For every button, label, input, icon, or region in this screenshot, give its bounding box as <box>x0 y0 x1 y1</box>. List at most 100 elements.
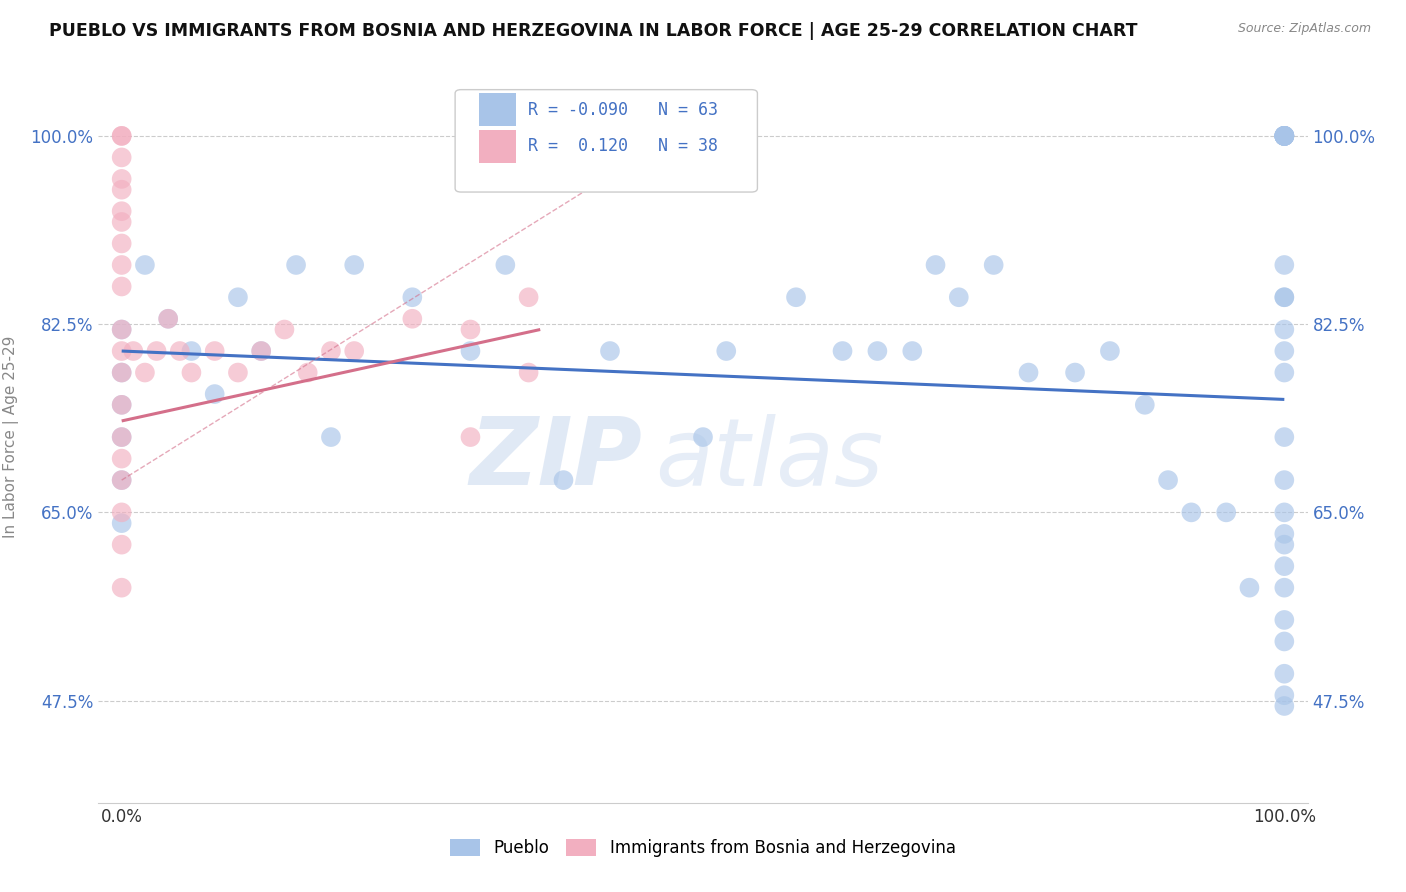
Point <box>111 344 134 359</box>
Point <box>924 258 946 272</box>
Point <box>494 258 516 272</box>
Point <box>1272 290 1295 304</box>
Point <box>145 344 167 359</box>
Point <box>1272 430 1295 444</box>
Point <box>1133 398 1156 412</box>
Point <box>111 279 134 293</box>
Point <box>1272 128 1295 143</box>
Text: R =  0.120   N = 38: R = 0.120 N = 38 <box>527 137 717 155</box>
Point <box>1272 258 1295 272</box>
Point <box>157 311 180 326</box>
Point <box>297 366 319 380</box>
Point <box>169 344 191 359</box>
Point <box>111 322 134 336</box>
Point <box>1272 538 1295 552</box>
Point <box>204 387 226 401</box>
Point <box>111 505 134 519</box>
Point <box>1272 634 1295 648</box>
Point <box>180 344 202 359</box>
Point <box>1272 527 1295 541</box>
Point <box>1272 698 1295 713</box>
Point <box>111 322 134 336</box>
Point <box>111 430 134 444</box>
Point <box>1272 688 1295 702</box>
Y-axis label: In Labor Force | Age 25-29: In Labor Force | Age 25-29 <box>3 336 20 538</box>
Text: Source: ZipAtlas.com: Source: ZipAtlas.com <box>1237 22 1371 36</box>
Point <box>111 172 134 186</box>
Point <box>111 128 134 143</box>
Point <box>1272 613 1295 627</box>
Point <box>1272 322 1295 336</box>
Point <box>831 344 853 359</box>
Point <box>1180 505 1202 519</box>
Point <box>111 128 134 143</box>
Point <box>1272 366 1295 380</box>
Point <box>1018 366 1040 380</box>
Point <box>111 473 134 487</box>
Point <box>1272 128 1295 143</box>
Point <box>111 581 134 595</box>
Point <box>1272 128 1295 143</box>
Point <box>1272 559 1295 574</box>
Point <box>517 366 540 380</box>
FancyBboxPatch shape <box>479 130 516 163</box>
Point <box>1239 581 1261 595</box>
Text: R = -0.090   N = 63: R = -0.090 N = 63 <box>527 101 717 119</box>
Point <box>111 473 134 487</box>
Point <box>111 366 134 380</box>
Point <box>111 398 134 412</box>
Point <box>111 150 134 164</box>
Point <box>226 290 249 304</box>
Point <box>1272 344 1295 359</box>
Point <box>319 344 342 359</box>
Point <box>111 430 134 444</box>
Point <box>460 344 482 359</box>
Point <box>901 344 924 359</box>
Point <box>460 430 482 444</box>
Point <box>1064 366 1087 380</box>
Point <box>122 344 145 359</box>
Legend: Pueblo, Immigrants from Bosnia and Herzegovina: Pueblo, Immigrants from Bosnia and Herze… <box>444 832 962 864</box>
Text: PUEBLO VS IMMIGRANTS FROM BOSNIA AND HERZEGOVINA IN LABOR FORCE | AGE 25-29 CORR: PUEBLO VS IMMIGRANTS FROM BOSNIA AND HER… <box>49 22 1137 40</box>
Point <box>1215 505 1237 519</box>
Point <box>226 366 249 380</box>
Point <box>1272 128 1295 143</box>
FancyBboxPatch shape <box>456 90 758 192</box>
Point <box>111 451 134 466</box>
Point <box>285 258 308 272</box>
Point <box>1272 290 1295 304</box>
Point <box>111 538 134 552</box>
Point <box>1272 666 1295 681</box>
Point <box>250 344 273 359</box>
Point <box>111 215 134 229</box>
Point <box>111 204 134 219</box>
Point <box>319 430 342 444</box>
Point <box>111 236 134 251</box>
Point <box>273 322 295 336</box>
Point <box>111 516 134 530</box>
Point <box>180 366 202 380</box>
Point <box>1272 128 1295 143</box>
Point <box>204 344 226 359</box>
Point <box>111 258 134 272</box>
Point <box>1272 505 1295 519</box>
Point <box>517 290 540 304</box>
Point <box>250 344 273 359</box>
Point <box>983 258 1005 272</box>
Point <box>111 183 134 197</box>
Point <box>343 344 366 359</box>
FancyBboxPatch shape <box>479 94 516 127</box>
Text: atlas: atlas <box>655 414 883 505</box>
Point <box>785 290 807 304</box>
Point <box>1098 344 1121 359</box>
Text: ZIP: ZIP <box>470 413 643 505</box>
Point <box>134 366 156 380</box>
Point <box>111 366 134 380</box>
Point <box>1272 128 1295 143</box>
Point <box>1157 473 1180 487</box>
Point <box>553 473 575 487</box>
Point <box>692 430 714 444</box>
Point <box>716 344 738 359</box>
Point <box>1272 128 1295 143</box>
Point <box>866 344 889 359</box>
